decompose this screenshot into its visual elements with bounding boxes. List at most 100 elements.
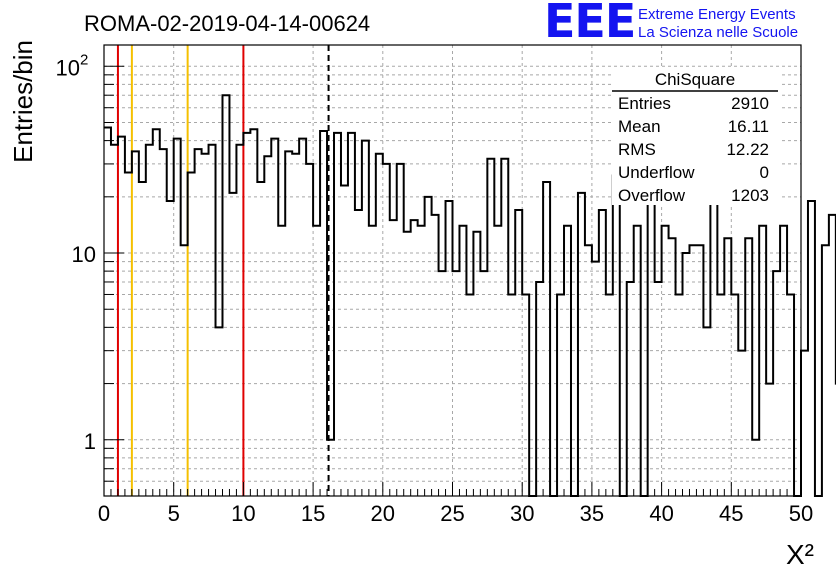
histogram-bin: [766, 384, 773, 496]
stats-box: ChiSquare Entries 2910 Mean 16.11 RMS 12.22 Un…: [612, 67, 780, 205]
histogram-bin: [202, 154, 209, 496]
x-tick-label: 20: [371, 501, 395, 526]
histogram-bin: [487, 159, 494, 496]
histogram-bin: [689, 245, 696, 496]
histogram-bin: [446, 201, 453, 496]
eee-logo: EEE Extreme Energy Events La Scienza nel…: [540, 0, 830, 48]
histogram-bin: [383, 164, 390, 496]
histogram-bin: [494, 226, 501, 496]
x-tick-label: 25: [440, 501, 464, 526]
chart-title: ROMA-02-2019-04-14-00624: [84, 11, 370, 36]
histogram-bin: [390, 220, 397, 496]
histogram-bin: [209, 145, 216, 496]
histogram-bin: [236, 145, 243, 496]
histogram-bin: [146, 145, 153, 496]
x-tick-label: 50: [789, 501, 813, 526]
histogram-bin: [362, 141, 369, 496]
x-tick-label: 35: [580, 501, 604, 526]
x-tick-label: 10: [231, 501, 255, 526]
histogram-bin: [648, 201, 655, 496]
histogram-bin: [439, 271, 446, 496]
stats-row-label: Entries: [618, 94, 671, 113]
logo-line-2: La Scienza nelle Scuole: [638, 24, 799, 41]
histogram-bin: [320, 131, 327, 496]
histogram-bin: [313, 226, 320, 496]
histogram-bin: [369, 226, 376, 496]
y-tick-label: 10: [72, 242, 96, 267]
x-axis: 0 5 10 15 20 25 30 35 40 45 50: [98, 482, 813, 526]
stats-row-value: 12.22: [726, 140, 769, 159]
histogram-bin: [787, 294, 794, 496]
histogram-bin: [759, 226, 766, 496]
y-tick-label: 1: [84, 429, 96, 454]
histogram-bin: [466, 294, 473, 496]
histogram-bin: [655, 282, 662, 496]
histogram-bin: [662, 226, 669, 496]
histogram-bin: [118, 137, 125, 496]
histogram-bin: [111, 145, 118, 496]
histogram-bin: [585, 245, 592, 496]
histogram-bin: [738, 351, 745, 496]
histogram-bin: [174, 139, 181, 496]
histogram-bin: [285, 151, 292, 496]
histogram-bin: [592, 262, 599, 496]
histogram-bin: [160, 149, 167, 496]
histogram-bin: [501, 159, 508, 496]
histogram-bin: [822, 245, 829, 496]
histogram-bin: [634, 226, 641, 496]
stats-row-value: 1203: [731, 186, 769, 205]
histogram-bin: [418, 226, 425, 496]
histogram-bin: [752, 440, 759, 496]
x-tick-label: 40: [649, 501, 673, 526]
histogram-bin: [536, 282, 543, 496]
histogram-bin: [459, 226, 466, 496]
histogram-bin: [404, 232, 411, 496]
histogram-bin: [745, 238, 752, 496]
histogram-bin: [578, 193, 585, 496]
histogram-bin: [599, 210, 606, 496]
histogram-bin: [250, 129, 257, 496]
x-axis-label: X²: [786, 539, 814, 570]
stats-row-value: 2910: [731, 94, 769, 113]
stats-row-label: Underflow: [618, 163, 695, 182]
stats-row-label: RMS: [618, 140, 656, 159]
histogram-bin: [327, 440, 334, 496]
x-tick-label: 30: [510, 501, 534, 526]
histogram-bin: [557, 294, 564, 496]
histogram-bin: [710, 167, 717, 496]
histogram-bin: [139, 182, 146, 496]
histogram-bin: [355, 210, 362, 496]
histogram-bin: [564, 226, 571, 496]
histogram-bin: [334, 133, 341, 496]
histogram-bin: [613, 176, 620, 496]
histogram-bin: [724, 238, 731, 496]
histogram-bin: [271, 139, 278, 496]
logo-line-1: Extreme Energy Events: [638, 6, 796, 23]
histogram-bin: [432, 215, 439, 496]
histogram-bin: [299, 139, 306, 496]
histogram-bin: [717, 294, 724, 496]
histogram-bin: [229, 193, 236, 496]
histogram-bin: [376, 154, 383, 496]
histogram-bin: [829, 215, 836, 496]
histogram-bin: [683, 253, 690, 496]
histogram-bin: [522, 294, 529, 496]
histogram-bin: [216, 327, 223, 496]
histogram-bin: [669, 238, 676, 496]
stats-box-title: ChiSquare: [655, 70, 735, 89]
histogram-bin: [480, 271, 487, 496]
x-tick-label: 5: [168, 501, 180, 526]
histogram-bin: [473, 232, 480, 496]
histogram-bin: [515, 210, 522, 496]
histogram-bin: [341, 185, 348, 496]
histogram-bin: [243, 133, 250, 496]
histogram-bin: [125, 172, 132, 496]
histogram-bin: [696, 245, 703, 496]
x-tick-label: 0: [98, 501, 110, 526]
stats-row-label: Overflow: [618, 186, 686, 205]
stats-row-value: 0: [760, 163, 769, 182]
histogram-bin: [808, 201, 815, 496]
histogram-bin: [306, 164, 313, 496]
